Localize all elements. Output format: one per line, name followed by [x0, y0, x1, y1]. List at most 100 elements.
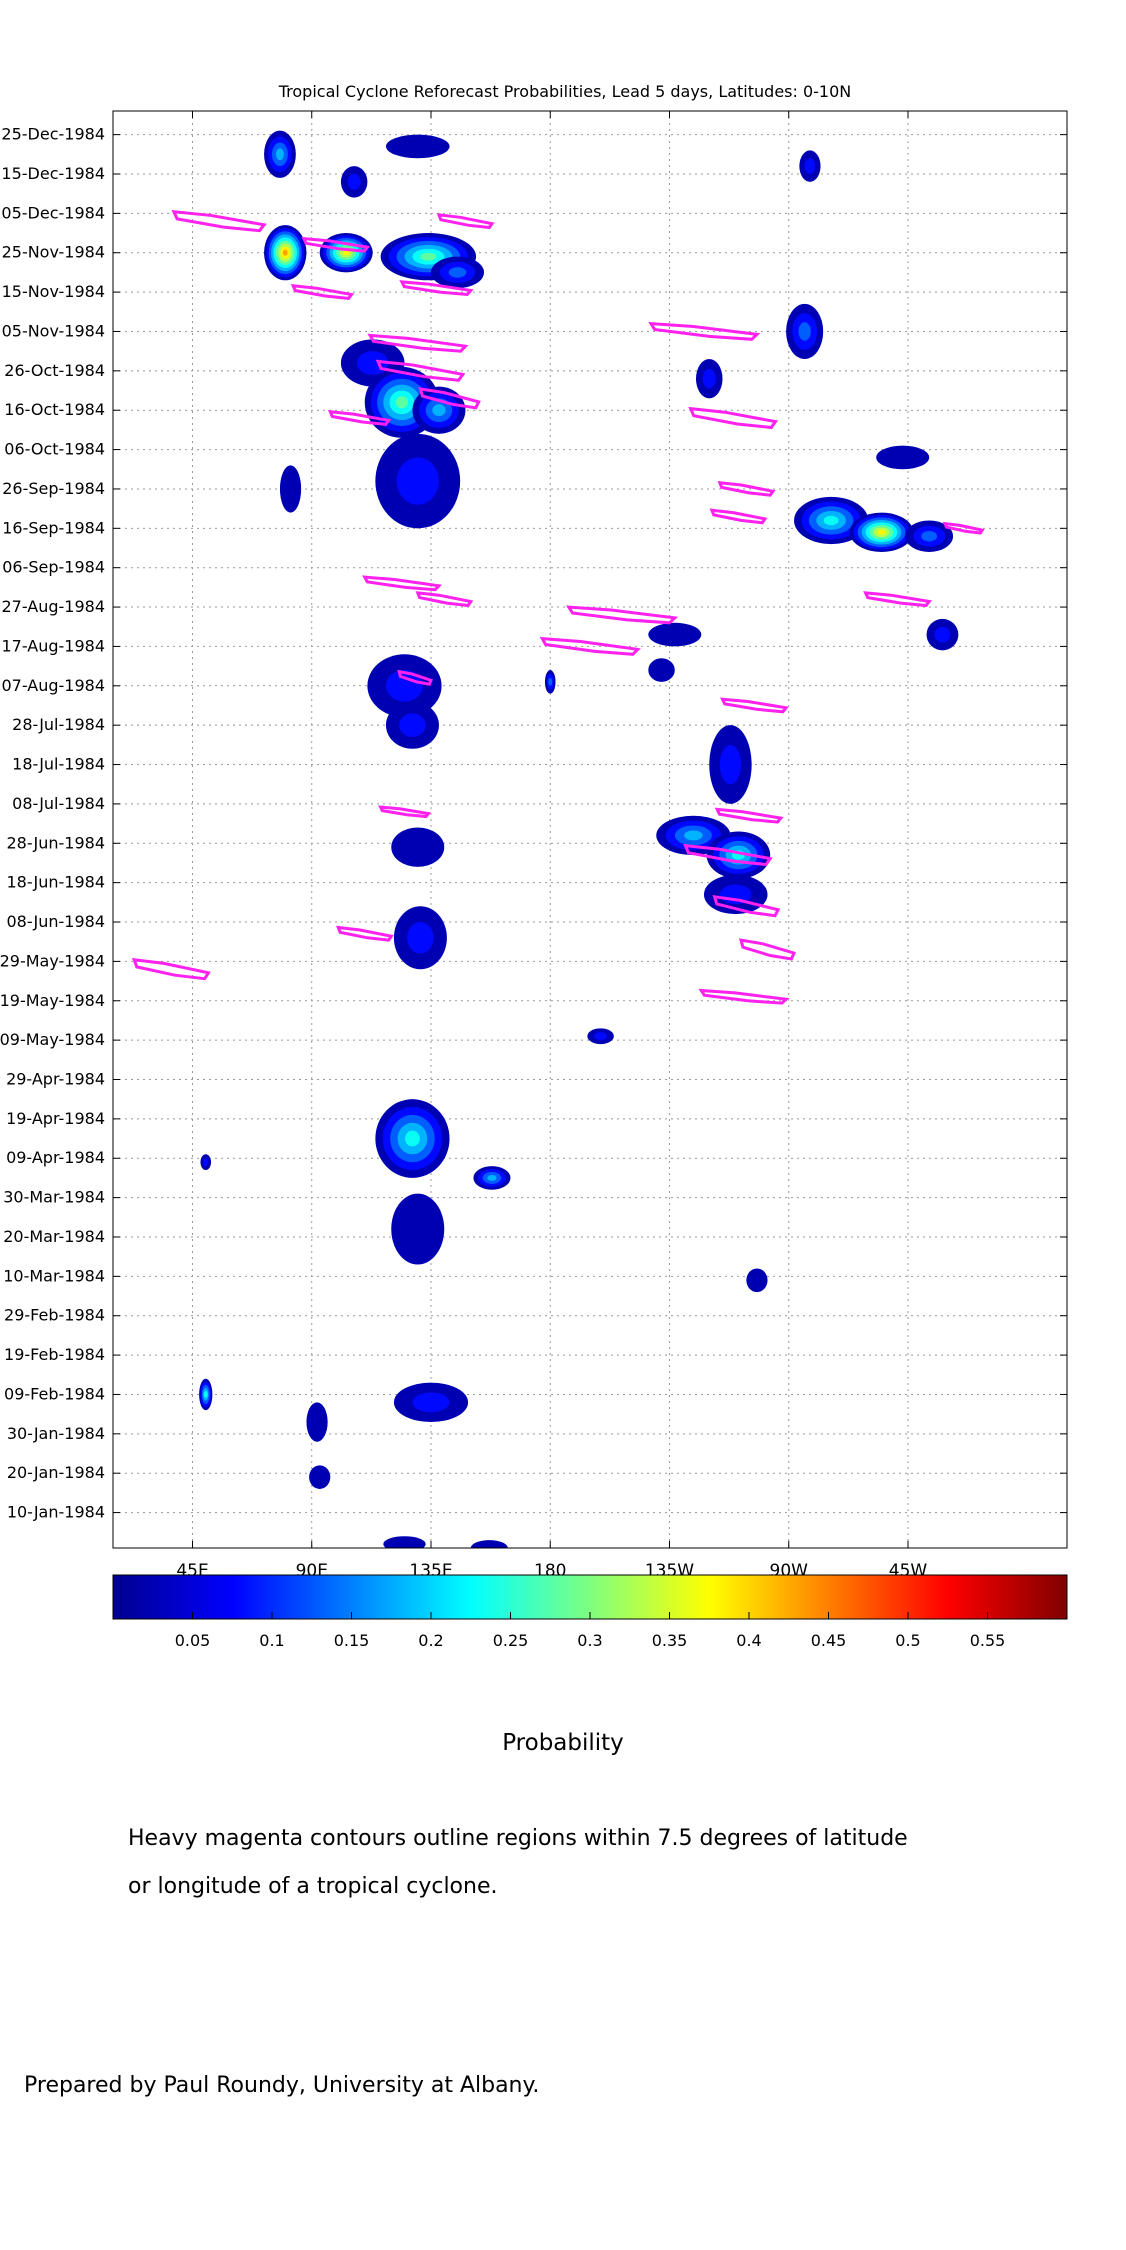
probability-blob [926, 618, 959, 651]
tc-contour [698, 988, 790, 1005]
probability-blob [470, 1540, 508, 1548]
probability-level [420, 252, 437, 261]
y-tick-label: 18-Jun-1984 [6, 873, 105, 892]
y-tick-label: 20-Mar-1984 [3, 1227, 105, 1246]
tc-contour [863, 591, 932, 608]
y-tick-label: 25-Nov-1984 [2, 243, 105, 262]
probability-level [648, 658, 675, 682]
colorbar-tick-label: 0.35 [652, 1631, 688, 1650]
colorbar-tick-label: 0.25 [493, 1631, 529, 1650]
y-tick-label: 05-Nov-1984 [2, 321, 105, 340]
probability-level [719, 744, 742, 785]
y-tick-label: 16-Sep-1984 [2, 518, 105, 537]
probability-level [385, 670, 424, 702]
probability-level [702, 368, 716, 389]
probability-blob [648, 658, 675, 682]
colorbar-tick-label: 0.15 [334, 1631, 370, 1650]
tc-contour [436, 213, 495, 230]
y-tick-label: 06-Oct-1984 [4, 440, 105, 459]
probability-level [203, 1158, 209, 1167]
y-tick-label: 19-Apr-1984 [6, 1109, 105, 1128]
probability-level [391, 827, 445, 867]
probability-level [432, 404, 446, 417]
y-tick-label: 17-Aug-1984 [1, 636, 105, 655]
y-tick-label: 25-Dec-1984 [1, 125, 105, 144]
probability-level [396, 457, 439, 505]
y-tick-label: 29-May-1984 [0, 951, 105, 970]
y-tick-label: 27-Aug-1984 [1, 597, 105, 616]
probability-blob [385, 134, 450, 159]
tc-contour [415, 591, 474, 608]
tc-contour [717, 480, 776, 497]
y-tick-label: 07-Aug-1984 [1, 676, 105, 695]
probability-blob [696, 359, 723, 399]
probability-blob [391, 1193, 445, 1265]
probability-level [684, 830, 703, 841]
y-tick-label: 26-Oct-1984 [4, 361, 105, 380]
tc-contour [290, 284, 355, 300]
probability-level [391, 1193, 445, 1265]
y-tick-label: 16-Oct-1984 [4, 400, 105, 419]
tc-contour [367, 333, 469, 353]
colorbar-tick-label: 0.5 [895, 1631, 920, 1650]
probability-blob [340, 166, 368, 198]
tc-contour [648, 321, 761, 341]
y-tick-label: 09-Feb-1984 [4, 1384, 105, 1403]
y-tick-label: 28-Jul-1984 [12, 715, 105, 734]
grid [113, 111, 1067, 1548]
tc-contour [378, 805, 432, 819]
colorbar-tick-label: 0.1 [259, 1631, 284, 1650]
probability-level [823, 515, 839, 526]
y-tick-label: 09-Apr-1984 [6, 1148, 105, 1167]
probability-level [876, 445, 930, 470]
colorbar-tick-label: 0.55 [970, 1631, 1006, 1650]
probability-level [385, 134, 450, 159]
tc-contour [714, 807, 784, 824]
probability-blob [385, 701, 439, 749]
y-tick-label: 30-Jan-1984 [7, 1424, 105, 1443]
y-tick-label: 10-Mar-1984 [3, 1266, 105, 1285]
probability-level [412, 1392, 450, 1413]
chart-title: Tropical Cyclone Reforecast Probabilitie… [278, 82, 852, 101]
probability-blob [391, 827, 445, 867]
colorbar-tick-label: 0.3 [577, 1631, 602, 1650]
y-tick-label: 29-Feb-1984 [4, 1306, 105, 1325]
probability-blob [431, 256, 484, 289]
probability-blob [199, 1378, 213, 1411]
probability-blob [367, 654, 442, 718]
y-tick-label: 06-Sep-1984 [2, 558, 105, 577]
probability-level [470, 1540, 508, 1548]
probability-blob [375, 1099, 450, 1178]
colorbar-label: Probability [502, 1730, 624, 1756]
probability-level [306, 1402, 328, 1442]
probability-blob [709, 725, 752, 804]
y-tick-label: 26-Sep-1984 [2, 479, 105, 498]
y-tick-label: 08-Jun-1984 [6, 912, 105, 931]
tc-contour [942, 521, 985, 535]
probability-level [798, 322, 811, 341]
probability-level [275, 148, 284, 161]
probability-level [921, 530, 938, 542]
probability-level [593, 1032, 608, 1041]
probability-level [309, 1465, 331, 1489]
probability-level [383, 1536, 426, 1548]
y-tick-label: 18-Jul-1984 [12, 755, 105, 774]
tc-contour [712, 894, 781, 918]
tc-contour [738, 938, 797, 961]
probability-blob [849, 512, 914, 552]
y-tick-label: 05-Dec-1984 [1, 203, 105, 222]
tc-contour [131, 958, 211, 981]
probability-blob [306, 1402, 328, 1442]
probability-blob [746, 1268, 768, 1293]
probability-level [548, 677, 553, 686]
tc-contour [375, 359, 466, 382]
probability-level [347, 173, 361, 190]
probability-blob [375, 433, 461, 529]
y-tick-label: 19-May-1984 [0, 991, 105, 1010]
probability-blob [656, 815, 731, 856]
y-tick-label: 10-Jan-1984 [7, 1503, 105, 1522]
tc-contour [171, 210, 267, 233]
credit: Prepared by Paul Roundy, University at A… [24, 2073, 540, 2098]
probability-blob [473, 1166, 511, 1190]
